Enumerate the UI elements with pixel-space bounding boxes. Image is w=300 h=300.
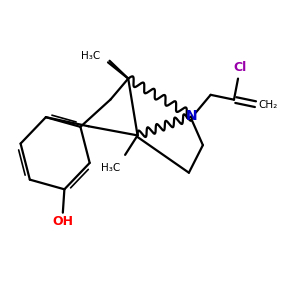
Text: H₃C: H₃C bbox=[101, 163, 120, 173]
Text: N: N bbox=[186, 109, 198, 123]
Text: OH: OH bbox=[52, 215, 73, 228]
Text: CH₂: CH₂ bbox=[259, 100, 278, 110]
Text: Cl: Cl bbox=[233, 61, 246, 74]
Text: H₃C: H₃C bbox=[81, 51, 100, 61]
